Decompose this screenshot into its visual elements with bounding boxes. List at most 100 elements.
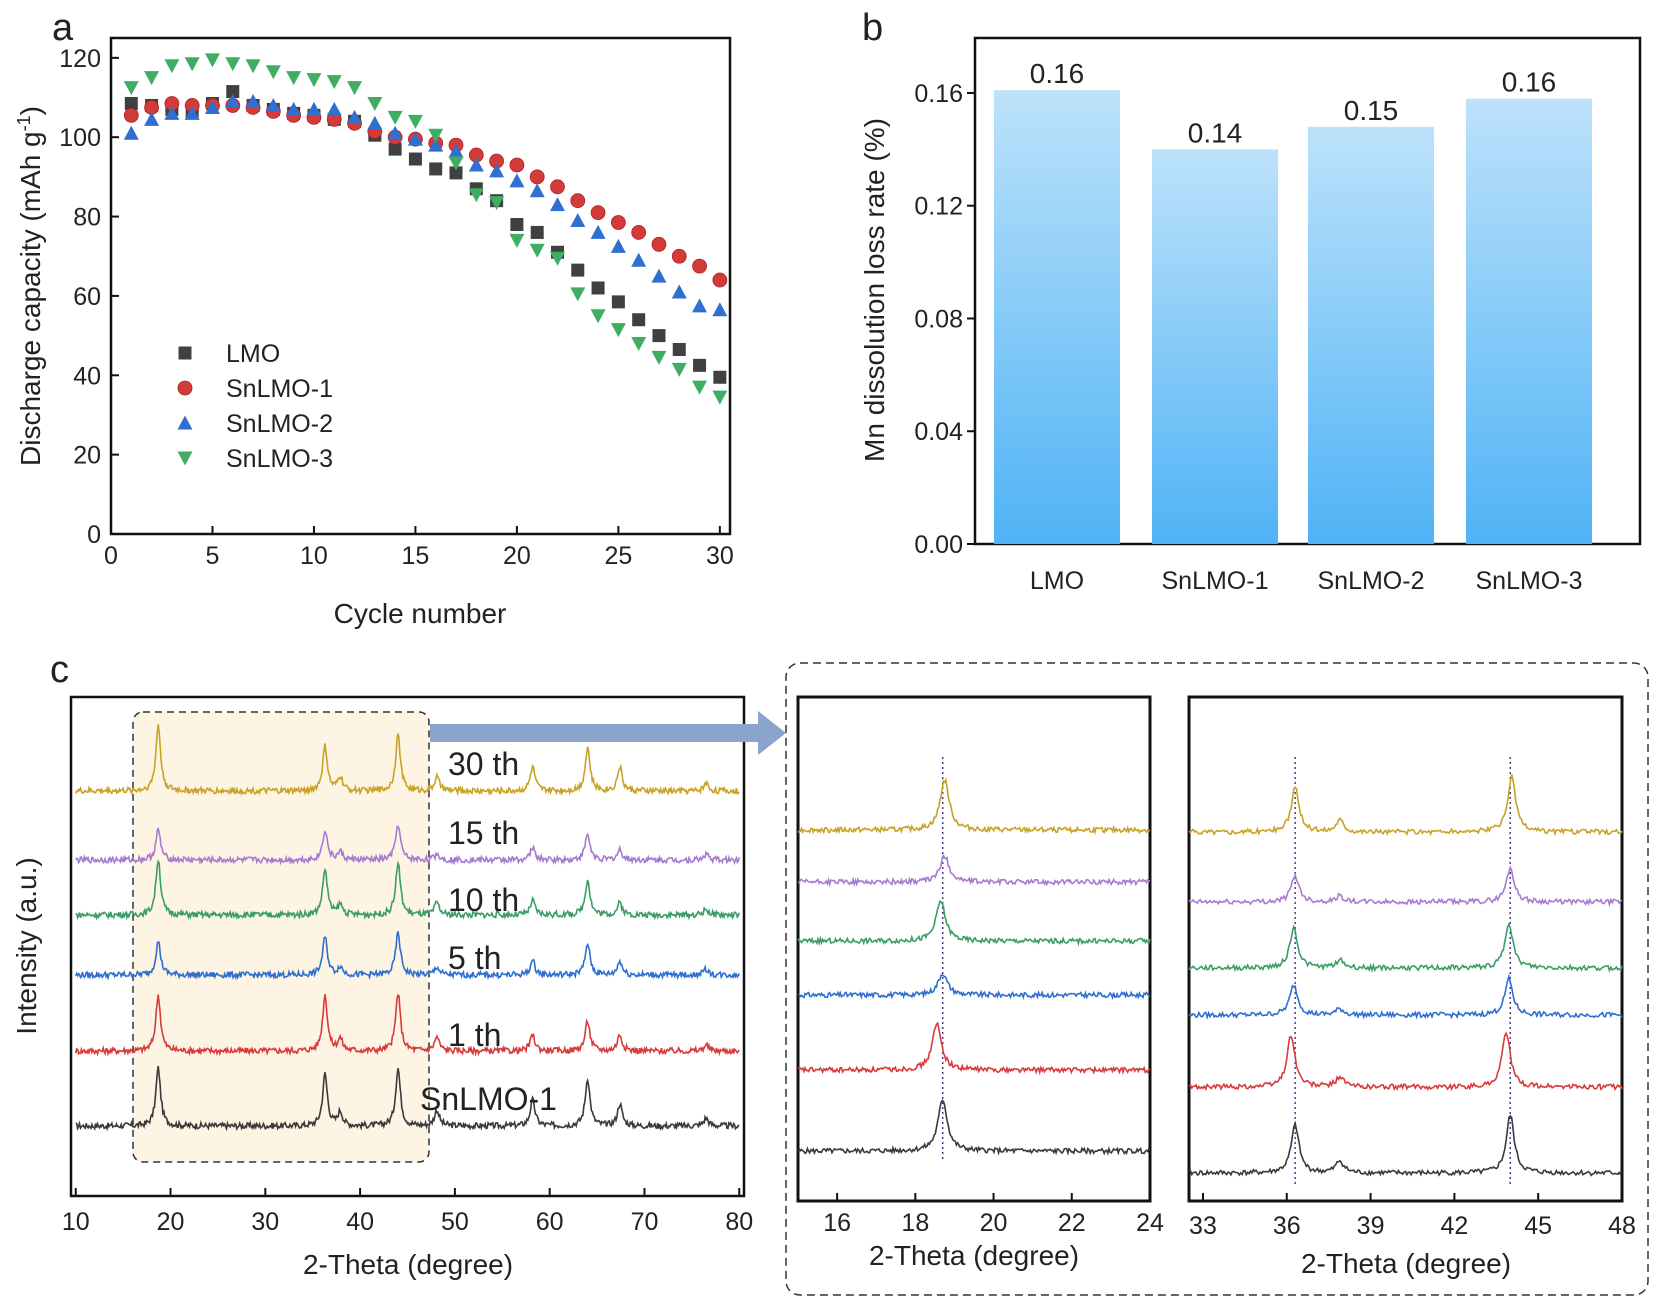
inset-2-ticks: 33 36 39 42 45 48 <box>1189 1193 1636 1240</box>
data-point-snlmo-2 <box>286 101 302 116</box>
data-point-lmo <box>571 263 585 277</box>
chart-b: 0.000.040.080.120.16 0.16LMO0.14SnLMO-10… <box>859 36 1642 595</box>
inset-group-border <box>785 662 1649 1296</box>
inset-2-curve <box>1188 1031 1623 1092</box>
data-point-snlmo-2 <box>184 105 200 120</box>
data-point-snlmo-3 <box>712 390 728 405</box>
x-tick-label: 48 <box>1608 1212 1636 1240</box>
bar-value-label: 0.16 <box>1502 67 1557 98</box>
x-tick-label: 24 <box>1136 1209 1164 1237</box>
legend-label-snlmo-1: SnLMO-1 <box>226 375 333 403</box>
chart-a-xlabel: Cycle number <box>334 598 507 629</box>
data-point-snlmo-2 <box>712 302 728 317</box>
x-tick-label: 15 <box>402 542 430 570</box>
legend-marker-snlmo-1 <box>177 380 193 396</box>
data-point-snlmo-2 <box>204 99 220 114</box>
chart-b-bars: 0.16 LMO 0.14 SnLMO-1 0.15 SnLMO-2 0.16 SnLMO-3 <box>994 58 1592 595</box>
data-point-snlmo-3 <box>347 81 363 96</box>
bar-value-label: 0.14 <box>1188 117 1243 148</box>
data-point-snlmo-2 <box>326 101 342 116</box>
data-point-snlmo-2 <box>225 93 241 108</box>
inset-2-curve <box>1188 922 1623 973</box>
x-tick-label: 60 <box>536 1208 564 1236</box>
data-point-snlmo-3 <box>184 57 200 72</box>
xrd-curve-10-th <box>75 859 741 921</box>
data-point-snlmo-3 <box>549 251 565 266</box>
chart-a-ylabel-tail: ) <box>15 106 46 115</box>
data-point-snlmo-3 <box>204 53 220 68</box>
data-point-snlmo-2 <box>407 131 423 146</box>
data-point-snlmo-1 <box>509 157 525 173</box>
panel-label-a: a <box>52 7 74 49</box>
inset-2-xlabel: 2-Theta (degree) <box>1301 1248 1511 1279</box>
data-point-snlmo-1 <box>123 107 139 123</box>
legend-marker-lmo <box>178 346 192 360</box>
y-tick-label: 60 <box>73 283 101 311</box>
y-tick-label: 0.08 <box>914 305 963 333</box>
data-point-snlmo-1 <box>651 236 667 252</box>
data-point-lmo <box>124 96 138 110</box>
data-point-snlmo-2 <box>549 197 565 212</box>
data-point-snlmo-3 <box>265 65 281 80</box>
y-tick-label: 120 <box>59 45 101 73</box>
x-tick-label: 16 <box>823 1209 851 1237</box>
inset-1-curve <box>797 777 1151 836</box>
curve-label: SnLMO-1 <box>420 1081 557 1117</box>
inset-1-frame <box>796 695 1152 1203</box>
chart-a-legend: LMO SnLMO-1 SnLMO-2 SnLMO-3 <box>177 340 333 473</box>
x-tick-label: 10 <box>300 542 328 570</box>
data-point-snlmo-1 <box>610 215 626 230</box>
data-point-snlmo-1 <box>671 248 687 264</box>
data-point-snlmo-3 <box>489 196 505 211</box>
data-point-snlmo-2 <box>468 157 484 172</box>
data-point-snlmo-2 <box>144 111 160 126</box>
x-tick-label: 45 <box>1524 1212 1552 1240</box>
chart-a-ylabel: Discharge capacity (mAh g-1) <box>14 106 46 466</box>
data-point-snlmo-2 <box>123 125 139 140</box>
y-tick-label: 20 <box>73 442 101 470</box>
x-tick-label: 20 <box>503 542 531 570</box>
data-point-lmo <box>530 225 544 239</box>
data-point-snlmo-2 <box>610 238 626 253</box>
curve-label: 5 th <box>448 940 501 976</box>
x-tick-label: 18 <box>901 1209 929 1237</box>
curve-label: 15 th <box>448 815 519 851</box>
data-point-snlmo-3 <box>631 337 647 352</box>
zoom-arrow-head <box>758 711 786 755</box>
curve-label: 30 th <box>448 746 519 782</box>
chart-a: 0 5 10 15 20 25 30 0 20 40 60 80 100 120 LMO SnLMO-1 Sn… <box>14 36 734 629</box>
bar-snlmo-1 <box>1152 149 1278 544</box>
x-category-label: SnLMO-2 <box>1318 567 1425 595</box>
chart-c: SnLMO-1 1 th 5 th 10 th 15 th 30 th 10 20 30 40 5… <box>11 695 786 1280</box>
data-point-snlmo-3 <box>428 128 444 143</box>
x-category-label: LMO <box>1030 567 1084 595</box>
legend-label-snlmo-3: SnLMO-3 <box>226 445 333 473</box>
data-point-snlmo-3 <box>671 362 687 377</box>
x-tick-label: 20 <box>157 1208 185 1236</box>
data-point-snlmo-2 <box>671 284 687 299</box>
data-point-snlmo-3 <box>529 243 545 258</box>
x-tick-label: 36 <box>1273 1212 1301 1240</box>
data-point-lmo <box>429 162 443 176</box>
x-tick-label: 70 <box>631 1208 659 1236</box>
data-point-lmo <box>449 166 463 180</box>
data-point-snlmo-1 <box>712 272 728 288</box>
x-tick-label: 20 <box>980 1209 1008 1237</box>
chart-c-xlabel: 2-Theta (degree) <box>303 1249 513 1280</box>
inset-2-frame <box>1187 695 1624 1203</box>
data-point-snlmo-1 <box>590 205 606 220</box>
y-tick-label: 0.00 <box>914 531 963 559</box>
data-point-snlmo-2 <box>428 137 444 152</box>
data-point-snlmo-3 <box>651 350 667 365</box>
y-tick-label: 80 <box>73 204 101 232</box>
data-point-snlmo-2 <box>265 97 281 112</box>
panel-label-c: c <box>50 649 69 691</box>
data-point-snlmo-2 <box>692 298 708 313</box>
chart-a-ticks: 0 5 10 15 20 25 30 0 20 40 60 80 100 120 <box>59 45 733 570</box>
data-point-lmo <box>652 329 666 343</box>
y-tick-label: 0.12 <box>914 193 963 221</box>
chart-c-inset-1: 16 18 20 22 24 2-Theta (degree) <box>796 695 1164 1271</box>
inset-2-curve <box>1188 973 1623 1020</box>
data-point-snlmo-3 <box>387 110 403 125</box>
data-point-lmo <box>388 142 402 156</box>
